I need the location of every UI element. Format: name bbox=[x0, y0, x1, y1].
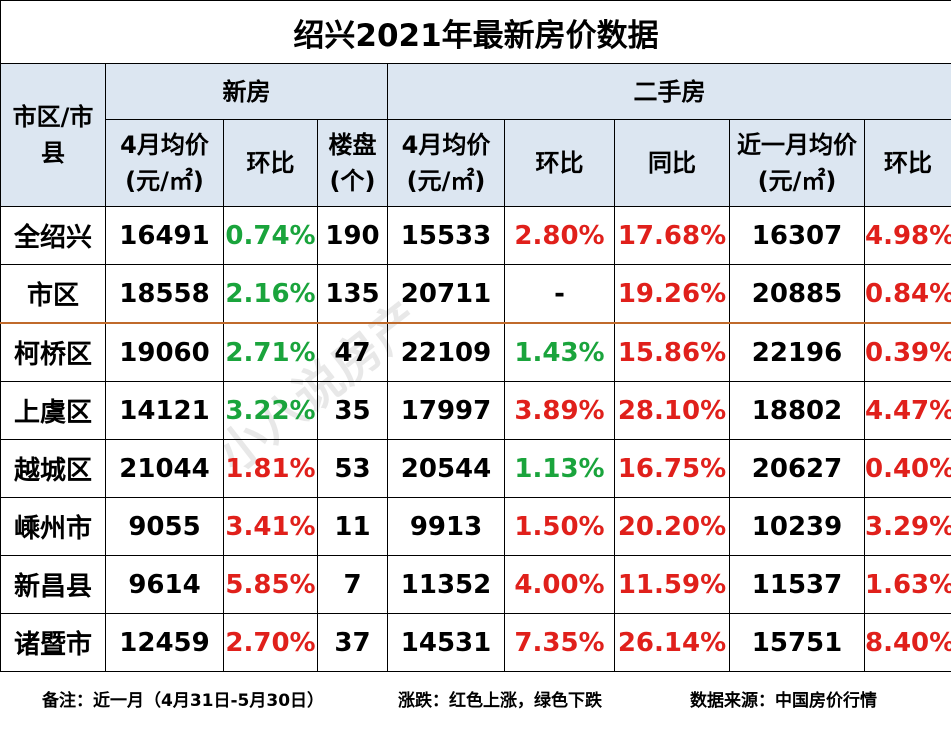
cell-sh-price: 9913 bbox=[387, 497, 505, 556]
cell-new-mom: 3.22% bbox=[223, 381, 318, 440]
table-row: 新昌县 9614 5.85% 7 11352 4.00% 11.59% 1153… bbox=[0, 555, 951, 614]
cell-sh-yoy: 17.68% bbox=[614, 206, 730, 265]
cell-recent-price: 16307 bbox=[729, 206, 865, 265]
cell-new-price: 18558 bbox=[105, 264, 224, 324]
cell-new-price: 9614 bbox=[105, 555, 224, 614]
cell-sh-yoy: 28.10% bbox=[614, 381, 730, 440]
cell-new-mom: 5.85% bbox=[223, 555, 318, 614]
table-row: 市区 18558 2.16% 135 20711 - 19.26% 20885 … bbox=[0, 264, 951, 324]
cell-sh-price: 17997 bbox=[387, 381, 505, 440]
cell-recent-price: 20627 bbox=[729, 439, 865, 498]
cell-sh-price: 11352 bbox=[387, 555, 505, 614]
cell-new-mom: 2.71% bbox=[223, 322, 318, 382]
cell-new-price: 14121 bbox=[105, 381, 224, 440]
cell-region: 全绍兴 bbox=[0, 206, 106, 265]
price-table: 绍兴2021年最新房价数据 市区/市县 新房 二手房 4月均价(元/㎡) 环比 … bbox=[0, 0, 951, 672]
cell-projects: 11 bbox=[317, 497, 388, 556]
header-second-hand: 二手房 bbox=[386, 63, 951, 120]
cell-new-price: 9055 bbox=[105, 497, 224, 556]
cell-region: 嵊州市 bbox=[0, 497, 106, 556]
cell-projects: 135 bbox=[317, 264, 388, 324]
cell-projects: 53 bbox=[317, 439, 388, 498]
header-sh-recent-price: 近一月均价(元/㎡) bbox=[729, 119, 865, 207]
cell-recent-mom: 4.47% bbox=[863, 381, 951, 440]
cell-sh-yoy: 11.59% bbox=[614, 555, 730, 614]
cell-sh-mom: - bbox=[504, 264, 615, 324]
header-sh-price: 4月均价(元/㎡) bbox=[387, 119, 505, 207]
cell-region: 上虞区 bbox=[0, 381, 106, 440]
cell-region: 越城区 bbox=[0, 439, 106, 498]
cell-projects: 37 bbox=[317, 613, 388, 672]
table-row: 柯桥区 19060 2.71% 47 22109 1.43% 15.86% 22… bbox=[0, 322, 951, 382]
cell-region: 市区 bbox=[0, 264, 106, 324]
header-new-price: 4月均价(元/㎡) bbox=[105, 119, 224, 207]
cell-recent-mom: 4.98% bbox=[863, 206, 951, 265]
cell-recent-price: 22196 bbox=[729, 322, 865, 382]
cell-sh-price: 14531 bbox=[387, 613, 505, 672]
cell-sh-yoy: 26.14% bbox=[614, 613, 730, 672]
cell-projects: 35 bbox=[317, 381, 388, 440]
cell-recent-price: 15751 bbox=[729, 613, 865, 672]
cell-new-mom: 2.70% bbox=[223, 613, 318, 672]
cell-new-price: 16491 bbox=[105, 206, 224, 265]
cell-recent-mom: 0.40% bbox=[863, 439, 951, 498]
cell-projects: 47 bbox=[317, 322, 388, 382]
cell-projects: 190 bbox=[317, 206, 388, 265]
table-row: 诸暨市 12459 2.70% 37 14531 7.35% 26.14% 15… bbox=[0, 613, 951, 672]
cell-sh-price: 20544 bbox=[387, 439, 505, 498]
cell-sh-yoy: 15.86% bbox=[614, 322, 730, 382]
cell-region: 柯桥区 bbox=[0, 322, 106, 382]
header-new-projects: 楼盘(个) bbox=[317, 119, 388, 207]
cell-new-price: 19060 bbox=[105, 322, 224, 382]
header-sh-mom: 环比 bbox=[504, 119, 615, 207]
cell-sh-price: 22109 bbox=[387, 322, 505, 382]
cell-new-price: 21044 bbox=[105, 439, 224, 498]
footnote-source: 数据来源：中国房价行情 bbox=[690, 691, 877, 711]
cell-sh-mom: 4.00% bbox=[504, 555, 615, 614]
cell-sh-mom: 1.50% bbox=[504, 497, 615, 556]
cell-sh-mom: 3.89% bbox=[504, 381, 615, 440]
cell-new-mom: 2.16% bbox=[223, 264, 318, 324]
page-title: 绍兴2021年最新房价数据 bbox=[0, 0, 951, 64]
header-region: 市区/市县 bbox=[0, 63, 106, 207]
cell-recent-mom: 0.39% bbox=[863, 322, 951, 382]
cell-sh-price: 20711 bbox=[387, 264, 505, 324]
footnote-period: 备注：近一月（4月31日-5月30日） bbox=[42, 691, 325, 711]
cell-recent-price: 18802 bbox=[729, 381, 865, 440]
cell-sh-mom: 7.35% bbox=[504, 613, 615, 672]
cell-recent-mom: 3.29% bbox=[863, 497, 951, 556]
table-row: 上虞区 14121 3.22% 35 17997 3.89% 28.10% 18… bbox=[0, 381, 951, 440]
cell-sh-yoy: 19.26% bbox=[614, 264, 730, 324]
table-row: 嵊州市 9055 3.41% 11 9913 1.50% 20.20% 1023… bbox=[0, 497, 951, 556]
cell-new-mom: 1.81% bbox=[223, 439, 318, 498]
cell-new-mom: 0.74% bbox=[223, 206, 318, 265]
table-row: 越城区 21044 1.81% 53 20544 1.13% 16.75% 20… bbox=[0, 439, 951, 498]
cell-projects: 7 bbox=[317, 555, 388, 614]
cell-recent-mom: 8.40% bbox=[863, 613, 951, 672]
header-sh-yoy: 同比 bbox=[614, 119, 730, 207]
cell-sh-yoy: 16.75% bbox=[614, 439, 730, 498]
cell-recent-price: 11537 bbox=[729, 555, 865, 614]
cell-sh-yoy: 20.20% bbox=[614, 497, 730, 556]
table-row: 全绍兴 16491 0.74% 190 15533 2.80% 17.68% 1… bbox=[0, 206, 951, 265]
footnote-legend: 涨跌：红色上涨，绿色下跌 bbox=[398, 691, 602, 711]
header-sh-recent-mom: 环比 bbox=[863, 119, 951, 207]
header-new-house: 新房 bbox=[105, 63, 388, 120]
cell-sh-mom: 1.13% bbox=[504, 439, 615, 498]
cell-new-mom: 3.41% bbox=[223, 497, 318, 556]
cell-recent-price: 10239 bbox=[729, 497, 865, 556]
cell-sh-mom: 1.43% bbox=[504, 322, 615, 382]
cell-region: 新昌县 bbox=[0, 555, 106, 614]
cell-recent-mom: 0.84% bbox=[863, 264, 951, 324]
cell-sh-mom: 2.80% bbox=[504, 206, 615, 265]
cell-new-price: 12459 bbox=[105, 613, 224, 672]
cell-recent-mom: 1.63% bbox=[863, 555, 951, 614]
header-new-mom: 环比 bbox=[223, 119, 318, 207]
cell-region: 诸暨市 bbox=[0, 613, 106, 672]
cell-sh-price: 15533 bbox=[387, 206, 505, 265]
cell-recent-price: 20885 bbox=[729, 264, 865, 324]
